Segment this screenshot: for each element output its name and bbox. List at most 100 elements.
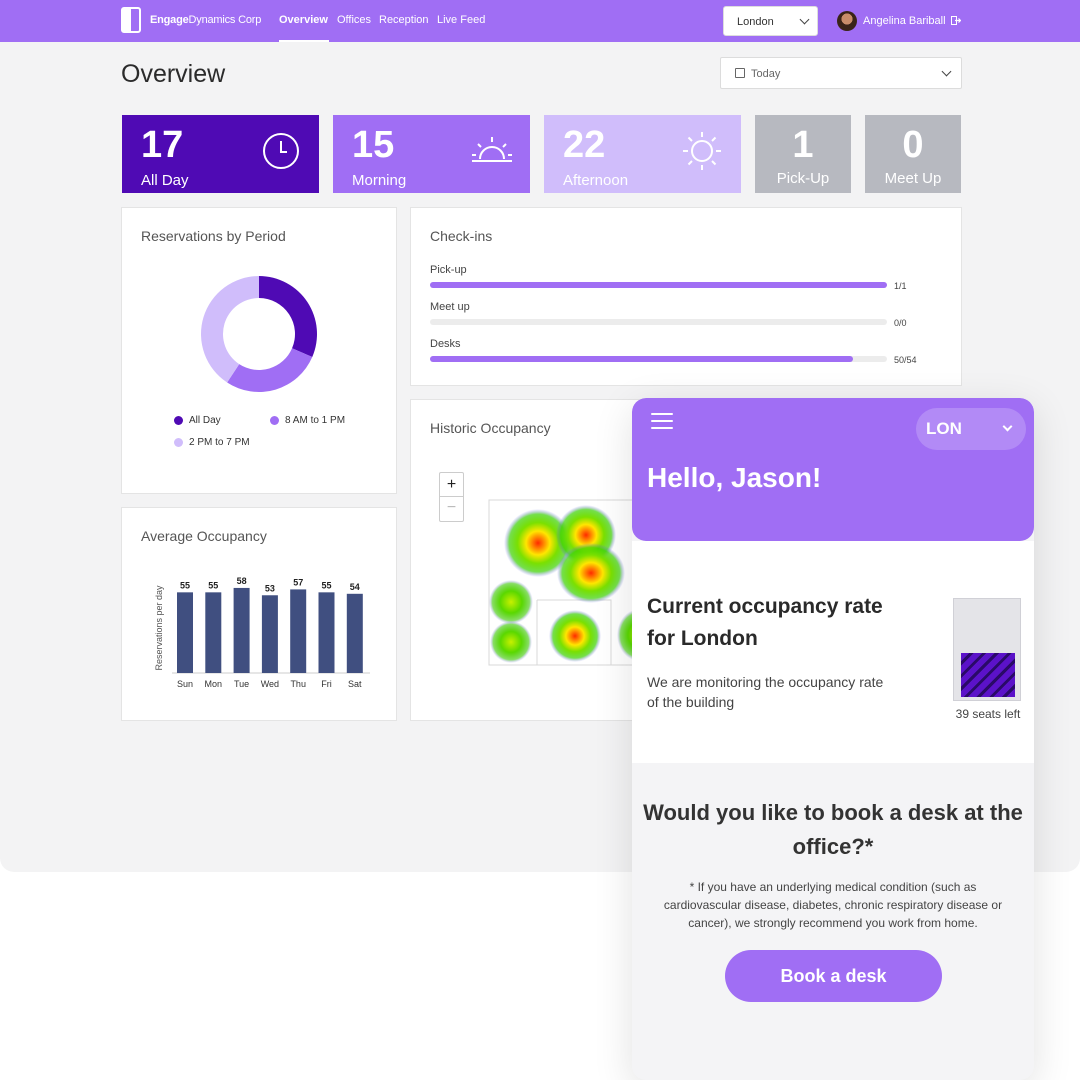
avatar[interactable] (837, 11, 857, 31)
chevron-down-icon (799, 14, 810, 25)
kpi-morning[interactable]: 15 Morning (333, 115, 530, 193)
checkin-value: 1/1 (894, 281, 907, 291)
legend-swatch (174, 416, 183, 425)
bar-value-label: 55 (208, 580, 218, 590)
legend-swatch (174, 438, 183, 447)
bar-value-label: 57 (293, 577, 303, 587)
bar-value-label: 53 (265, 583, 275, 593)
x-tick-label: Tue (234, 679, 249, 689)
nav-live-feed[interactable]: Live Feed (437, 14, 486, 26)
occupancy-title: Current occupancy rate for London (647, 595, 883, 650)
zoom-out-button[interactable]: − (446, 499, 457, 516)
bar-value-label: 55 (321, 580, 331, 590)
kpi-value: 0 (902, 124, 924, 166)
date-select-value: Today (751, 68, 781, 80)
x-tick-label: Sun (177, 679, 193, 689)
occupancy-subtitle: We are monitoring the occupancy rate of … (647, 674, 884, 710)
donut-slice[interactable] (259, 276, 317, 357)
chevron-down-icon (941, 66, 952, 77)
checkin-progress-fill (430, 356, 854, 362)
top-navbar: EngageDynamics Corp Overview Offices Rec… (0, 0, 1080, 42)
map-zoom-control: + − (439, 472, 464, 522)
clock-icon (263, 133, 299, 169)
chevron-down-icon (1002, 421, 1013, 432)
bar-value-label: 55 (180, 580, 190, 590)
kpi-afternoon[interactable]: 22 Afternoon (544, 115, 741, 193)
sunrise-icon (472, 137, 512, 162)
city-select-value: London (737, 16, 774, 28)
kpi-all-day[interactable]: 17 All Day (122, 115, 319, 193)
health-notice: * If you have an underlying medical cond… (663, 880, 1003, 930)
bar-value-label: 58 (237, 576, 247, 586)
bar-value-label: 54 (350, 582, 360, 592)
kpi-pick-up[interactable]: 1 Pick-Up (755, 115, 851, 193)
x-tick-label: Mon (205, 679, 223, 689)
bar[interactable] (318, 592, 335, 673)
brand-name[interactable]: EngageDynamics Corp (150, 14, 262, 26)
checkin-progress-track (430, 356, 887, 362)
hamburger-menu-icon[interactable] (651, 413, 673, 429)
occupancy-gauge-fill (961, 653, 1015, 697)
card-title: Historic Occupancy (430, 420, 551, 436)
checkin-progress-track (430, 319, 887, 325)
city-switcher[interactable]: LON (916, 408, 1026, 450)
average-occupancy-card: Average Occupancy Reservations per day 55… (121, 507, 397, 721)
card-title: Average Occupancy (141, 528, 267, 544)
donut-slice[interactable] (201, 276, 259, 383)
greeting: Hello, Jason! (647, 462, 822, 493)
checkins-card: Check-ins Pick-up 1/1 Meet up 0/0 Desks … (410, 207, 962, 386)
donut-slice[interactable] (227, 348, 313, 392)
kpi-meet-up[interactable]: 0 Meet Up (865, 115, 961, 193)
kpi-label: Pick-Up (776, 170, 830, 187)
user-name[interactable]: Angelina Bariball (863, 15, 946, 27)
seats-left: 39 seats left (955, 707, 1021, 721)
checkin-label: Meet up (430, 301, 470, 313)
kpi-label: Meet Up (884, 170, 942, 187)
checkin-progress-track (430, 282, 887, 288)
occupancy-gauge (953, 598, 1021, 701)
donut-chart (201, 276, 317, 392)
card-title: Reservations by Period (141, 228, 286, 244)
kpi-label: All Day (141, 172, 189, 189)
nav-overview[interactable]: Overview (279, 14, 328, 26)
booking-question: Would you like to book a desk at the off… (643, 800, 1023, 859)
checkin-progress-fill (430, 282, 887, 288)
nav-active-indicator (279, 40, 329, 42)
legend-label: All Day (189, 415, 221, 426)
legend-swatch (270, 416, 279, 425)
kpi-value: 15 (352, 124, 395, 166)
door-logo-icon (121, 7, 141, 33)
page-title: Overview (121, 60, 226, 88)
bar[interactable] (177, 592, 193, 673)
x-tick-label: Sat (348, 679, 362, 689)
city-select[interactable]: London (723, 6, 818, 36)
nav-reception[interactable]: Reception (379, 14, 429, 26)
kpi-label: Morning (352, 172, 407, 189)
legend-label: 8 AM to 1 PM (285, 415, 346, 426)
zoom-in-button[interactable]: + (440, 473, 463, 497)
bar[interactable] (233, 587, 250, 673)
reservations-card: Reservations by Period All Day 8 AM to 1… (121, 207, 397, 494)
bar[interactable] (205, 592, 222, 673)
checkin-label: Pick-up (430, 264, 467, 276)
sun-icon (683, 132, 721, 170)
nav-offices[interactable]: Offices (337, 14, 372, 26)
x-tick-label: Thu (290, 679, 306, 689)
kpi-label: Afternoon (563, 172, 629, 189)
logout-icon[interactable] (951, 16, 961, 25)
y-axis-label: Reservations per day (154, 585, 164, 671)
x-tick-label: Fri (321, 679, 332, 689)
calendar-icon (735, 68, 745, 78)
book-desk-button[interactable]: Book a desk (725, 950, 942, 1002)
legend-label: 2 PM to 7 PM (189, 437, 250, 448)
x-tick-label: Wed (261, 679, 279, 689)
bar[interactable] (290, 589, 307, 673)
bar-chart: Reservations per day 55 Sun 55 Mon 58 Tue 53 Wed… (154, 576, 370, 689)
bar[interactable] (261, 595, 278, 673)
date-select[interactable]: Today (720, 57, 962, 89)
kpi-value: 22 (563, 124, 606, 166)
bar[interactable] (346, 593, 363, 673)
occupancy-panel: Current occupancy rate for London We are… (632, 541, 1034, 763)
floorplan-heatmap (488, 499, 641, 666)
